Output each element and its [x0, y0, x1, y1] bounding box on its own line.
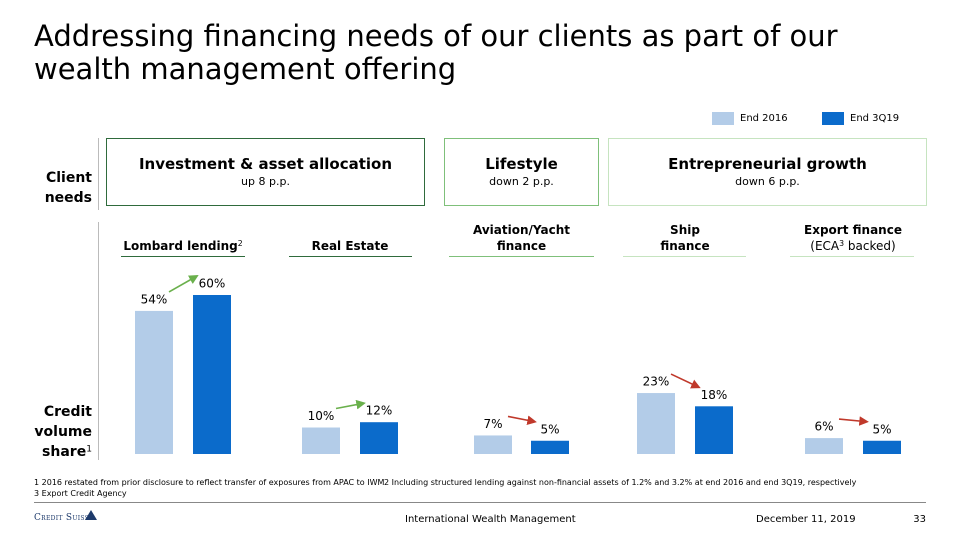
bar	[531, 440, 569, 454]
bar	[863, 440, 901, 454]
category-label: Aviation/Yacht finance	[467, 216, 577, 254]
category-name-line: Lombard lending2	[123, 238, 242, 254]
row-label: Client needs	[44, 170, 92, 206]
category-name-line: Real Estate	[312, 238, 389, 254]
logo: Credit Suisse	[34, 513, 94, 523]
client-need-subtitle: up 8 p.p.	[241, 175, 290, 188]
bar	[302, 427, 340, 454]
category-name: Lombard lending	[123, 239, 238, 253]
trend-arrow	[168, 275, 199, 293]
footnote-mark: 1	[86, 444, 92, 455]
category-label: Export finance (ECA3 backed)	[778, 216, 928, 254]
value-label: 23%	[643, 375, 670, 389]
category-name-line: Export finance	[804, 222, 902, 238]
page-number: 33	[913, 514, 926, 525]
legend-swatch	[712, 111, 734, 125]
value-label: 18%	[701, 388, 728, 402]
legend-label: End 2016	[740, 112, 788, 124]
legend-item: End 3Q19	[822, 111, 899, 125]
trend-arrow	[335, 399, 366, 410]
category-name: Ship finance	[660, 223, 710, 253]
footnote-mark: 3	[839, 239, 845, 249]
client-need-box: Investment & asset allocation up 8 p.p.	[106, 138, 425, 206]
value-label: 54%	[141, 292, 168, 306]
legend-swatch	[822, 111, 844, 125]
category-label: Ship finance	[655, 216, 715, 254]
row-label-text: Credit volume share	[34, 404, 92, 460]
row-label: Credit volume share1	[20, 402, 92, 462]
value-label: 60%	[199, 277, 226, 291]
category-name: Export finance	[804, 223, 902, 237]
divider	[98, 222, 99, 460]
trend-arrow	[507, 415, 537, 425]
value-label: 6%	[814, 420, 833, 434]
footnote: 3 Export Credit Agency	[34, 489, 127, 498]
category-name-line: Ship finance	[655, 222, 715, 254]
logo-sail	[85, 510, 97, 520]
footer-text: International Wealth Management	[405, 514, 576, 525]
category-sublabel: (ECA3 backed)	[810, 238, 895, 254]
value-label: 12%	[366, 404, 393, 418]
trend-arrow	[670, 373, 701, 389]
category-name: Real Estate	[311, 239, 389, 253]
sublabel-text: (ECA	[810, 239, 840, 253]
footnote: 2 Including structured lending against n…	[384, 478, 857, 487]
bar	[637, 393, 675, 454]
legend-label: End 3Q19	[850, 112, 900, 124]
category-underline	[790, 256, 914, 257]
client-need-subtitle: down 6 p.p.	[735, 175, 800, 188]
client-need-box: Lifestyle down 2 p.p.	[444, 138, 599, 206]
slide-title: Addressing financing needs of our client…	[34, 19, 838, 86]
footnote: 1 2016 restated from prior disclosure to…	[34, 478, 385, 487]
client-need-title: Lifestyle	[485, 155, 558, 173]
client-need-title: Entrepreneurial growth	[668, 155, 867, 173]
bar	[695, 406, 733, 454]
category-underline	[623, 256, 746, 257]
value-label: 10%	[308, 409, 335, 423]
bar	[135, 310, 173, 454]
value-label: 5%	[540, 422, 559, 436]
category-label: Lombard lending2	[108, 216, 258, 254]
client-need-subtitle: down 2 p.p.	[489, 175, 554, 188]
divider	[98, 138, 99, 210]
category-name: Aviation/Yacht finance	[473, 223, 570, 253]
category-label: Real Estate	[275, 216, 425, 254]
category-underline	[449, 256, 594, 257]
footnote-mark: 2	[237, 239, 243, 249]
value-label: 7%	[483, 417, 502, 431]
trend-arrow	[838, 416, 869, 426]
bar	[360, 422, 398, 454]
sublabel-text: backed)	[844, 239, 896, 253]
legend-item: End 2016	[712, 111, 788, 125]
client-need-title: Investment & asset allocation	[138, 155, 393, 173]
bar	[193, 295, 231, 454]
category-name-line: Aviation/Yacht finance	[467, 222, 577, 254]
client-need-box: Entrepreneurial growth down 6 p.p.	[608, 138, 927, 206]
footer-date: December 11, 2019	[756, 514, 856, 525]
category-underline	[289, 256, 412, 257]
bar	[805, 438, 843, 454]
footer-rule	[34, 502, 926, 503]
bar	[474, 435, 512, 454]
category-underline	[121, 256, 245, 257]
value-label: 5%	[872, 422, 891, 436]
